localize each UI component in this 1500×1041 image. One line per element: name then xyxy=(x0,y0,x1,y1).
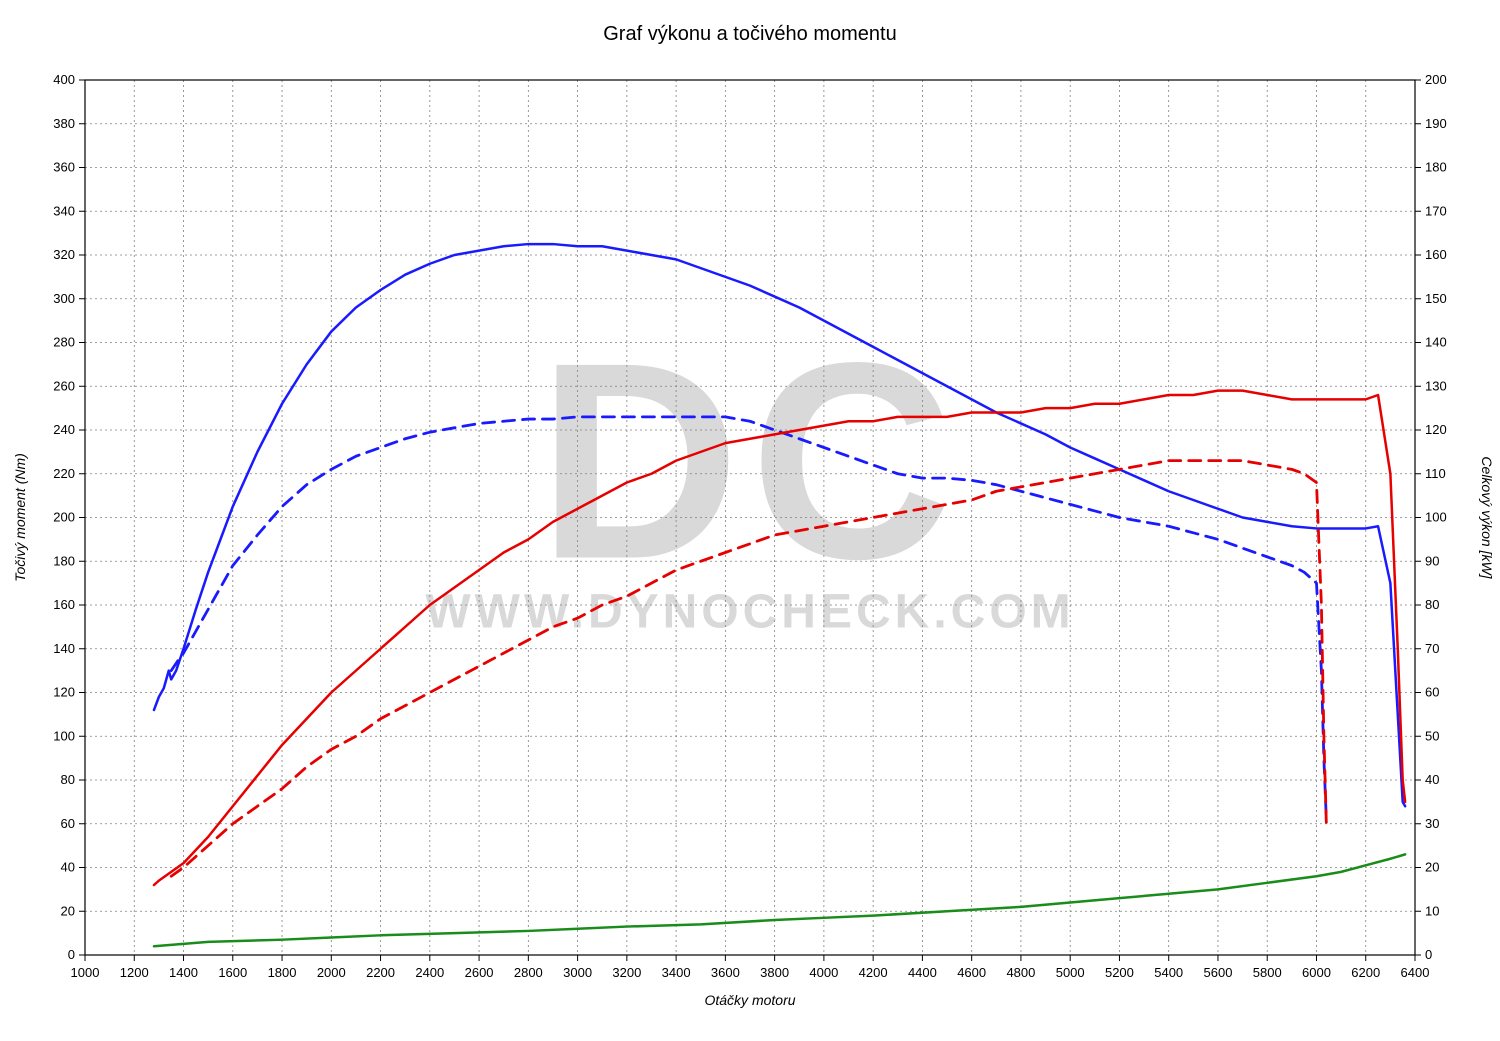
svg-text:3800: 3800 xyxy=(760,965,789,980)
svg-text:6000: 6000 xyxy=(1302,965,1331,980)
svg-text:6400: 6400 xyxy=(1401,965,1430,980)
svg-text:2200: 2200 xyxy=(366,965,395,980)
svg-text:220: 220 xyxy=(53,466,75,481)
svg-text:150: 150 xyxy=(1425,291,1447,306)
svg-text:170: 170 xyxy=(1425,203,1447,218)
svg-text:0: 0 xyxy=(1425,947,1432,962)
svg-text:340: 340 xyxy=(53,203,75,218)
svg-text:100: 100 xyxy=(53,728,75,743)
svg-text:260: 260 xyxy=(53,378,75,393)
svg-text:400: 400 xyxy=(53,72,75,87)
svg-text:1400: 1400 xyxy=(169,965,198,980)
svg-text:130: 130 xyxy=(1425,378,1447,393)
svg-text:2000: 2000 xyxy=(317,965,346,980)
svg-text:240: 240 xyxy=(53,422,75,437)
chart-svg: DCWWW.DYNOCHECK.COM100012001400160018002… xyxy=(0,0,1500,1041)
svg-text:90: 90 xyxy=(1425,553,1439,568)
svg-text:60: 60 xyxy=(1425,685,1439,700)
svg-text:180: 180 xyxy=(1425,160,1447,175)
svg-text:80: 80 xyxy=(61,772,75,787)
svg-text:Graf výkonu a točivého momentu: Graf výkonu a točivého momentu xyxy=(603,23,896,45)
svg-text:1800: 1800 xyxy=(268,965,297,980)
svg-text:360: 360 xyxy=(53,160,75,175)
svg-text:160: 160 xyxy=(1425,247,1447,262)
svg-text:120: 120 xyxy=(1425,422,1447,437)
svg-text:100: 100 xyxy=(1425,510,1447,525)
svg-text:110: 110 xyxy=(1425,466,1446,481)
svg-text:3000: 3000 xyxy=(563,965,592,980)
svg-text:2800: 2800 xyxy=(514,965,543,980)
svg-text:3200: 3200 xyxy=(612,965,641,980)
svg-text:160: 160 xyxy=(53,597,75,612)
svg-text:3400: 3400 xyxy=(662,965,691,980)
svg-text:380: 380 xyxy=(53,116,75,131)
svg-text:60: 60 xyxy=(61,816,75,831)
svg-text:5600: 5600 xyxy=(1204,965,1233,980)
svg-text:30: 30 xyxy=(1425,816,1439,831)
svg-text:20: 20 xyxy=(1425,860,1439,875)
svg-text:Otáčky motoru: Otáčky motoru xyxy=(704,992,795,1008)
svg-text:WWW.DYNOCHECK.COM: WWW.DYNOCHECK.COM xyxy=(425,586,1074,639)
svg-text:140: 140 xyxy=(1425,335,1447,350)
svg-text:2400: 2400 xyxy=(415,965,444,980)
svg-text:200: 200 xyxy=(53,510,75,525)
svg-text:1200: 1200 xyxy=(120,965,149,980)
svg-text:190: 190 xyxy=(1425,116,1447,131)
svg-text:40: 40 xyxy=(61,860,75,875)
svg-text:5000: 5000 xyxy=(1056,965,1085,980)
svg-text:4200: 4200 xyxy=(859,965,888,980)
svg-text:4000: 4000 xyxy=(809,965,838,980)
svg-text:300: 300 xyxy=(53,291,75,306)
svg-text:5800: 5800 xyxy=(1253,965,1282,980)
svg-text:40: 40 xyxy=(1425,772,1439,787)
dyno-chart: DCWWW.DYNOCHECK.COM100012001400160018002… xyxy=(0,0,1500,1041)
svg-text:4800: 4800 xyxy=(1006,965,1035,980)
svg-text:70: 70 xyxy=(1425,641,1439,656)
svg-text:DC: DC xyxy=(538,306,962,618)
svg-text:0: 0 xyxy=(68,947,75,962)
svg-text:20: 20 xyxy=(61,903,75,918)
svg-text:140: 140 xyxy=(53,641,75,656)
svg-text:10: 10 xyxy=(1425,903,1439,918)
svg-text:5400: 5400 xyxy=(1154,965,1183,980)
svg-text:5200: 5200 xyxy=(1105,965,1134,980)
svg-text:1600: 1600 xyxy=(218,965,247,980)
svg-text:Točivý moment (Nm): Točivý moment (Nm) xyxy=(12,453,28,582)
svg-text:280: 280 xyxy=(53,335,75,350)
svg-text:180: 180 xyxy=(53,553,75,568)
svg-text:Celkový výkon [kW]: Celkový výkon [kW] xyxy=(1479,456,1495,579)
svg-text:200: 200 xyxy=(1425,72,1447,87)
svg-text:3600: 3600 xyxy=(711,965,740,980)
svg-text:4400: 4400 xyxy=(908,965,937,980)
svg-text:6200: 6200 xyxy=(1351,965,1380,980)
svg-text:2600: 2600 xyxy=(465,965,494,980)
svg-text:1000: 1000 xyxy=(71,965,100,980)
svg-text:4600: 4600 xyxy=(957,965,986,980)
svg-text:50: 50 xyxy=(1425,728,1439,743)
svg-text:120: 120 xyxy=(53,685,75,700)
svg-text:320: 320 xyxy=(53,247,75,262)
svg-text:80: 80 xyxy=(1425,597,1439,612)
